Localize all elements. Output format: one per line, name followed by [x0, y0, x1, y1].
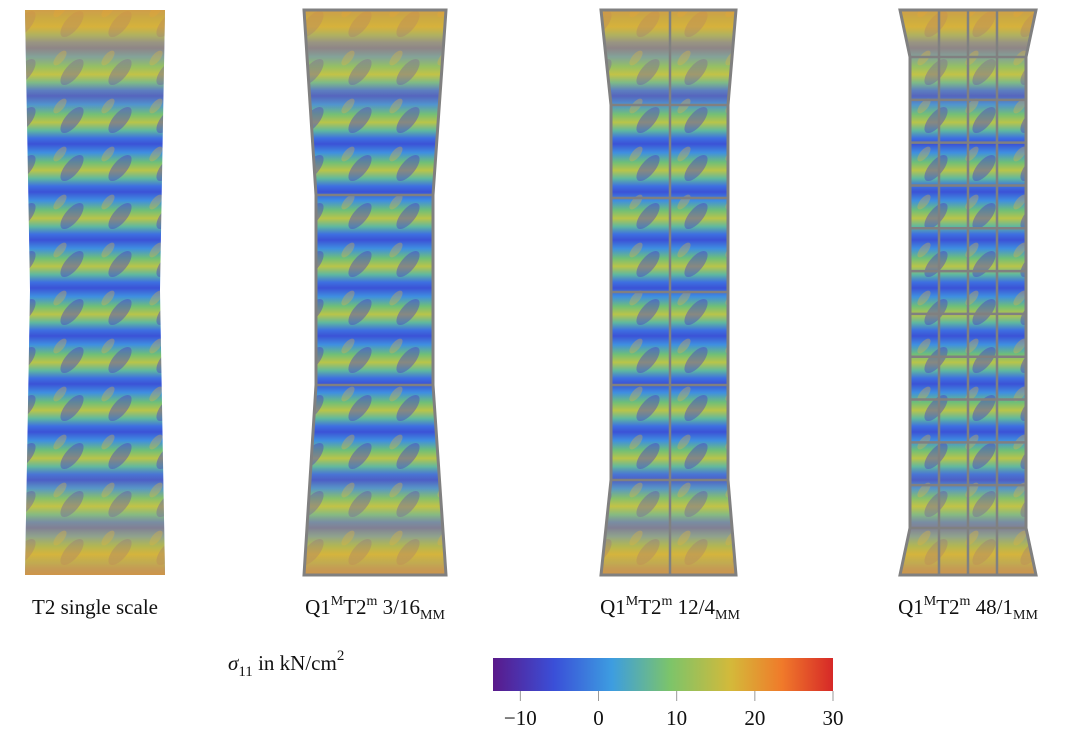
caption: Q1MT2m 3/16MM: [305, 594, 445, 623]
caption-sup: M: [331, 594, 344, 609]
caption-part: 3/16: [377, 595, 420, 619]
colorbar: [493, 658, 833, 691]
caption-part: 12/4: [672, 595, 715, 619]
panel-1: [25, 10, 165, 575]
caption-sub: MM: [420, 608, 445, 623]
panel-2: [302, 8, 448, 577]
label-part: σ: [228, 651, 240, 675]
caption-sup: m: [960, 594, 971, 609]
label-sup: 2: [337, 648, 345, 664]
caption-part: T2: [638, 595, 661, 619]
caption-sub: MM: [1013, 608, 1038, 623]
caption: Q1MT2m 12/4MM: [600, 594, 740, 623]
panel-3: [599, 8, 738, 577]
tick-label: 0: [593, 706, 604, 730]
caption-part: Q1: [600, 595, 626, 619]
tick-label: 20: [744, 706, 765, 730]
label-part: in kN/cm: [253, 651, 337, 675]
label-sub: 11: [238, 664, 252, 680]
caption-sup: m: [367, 594, 378, 609]
caption-part: Q1: [305, 595, 331, 619]
caption: Q1MT2m 48/1MM: [898, 594, 1038, 623]
caption: T2 single scale: [32, 595, 158, 619]
tick-label: 30: [823, 706, 844, 730]
caption-part: 48/1: [970, 595, 1013, 619]
caption-sup: M: [924, 594, 937, 609]
panel-4: [898, 8, 1038, 577]
caption-part: Q1: [898, 595, 924, 619]
caption-sup: M: [626, 594, 639, 609]
captions: T2 single scale Q1MT2m 3/16MM Q1MT2m 12/…: [32, 594, 1038, 623]
tick-label: 10: [666, 706, 687, 730]
colorbar-ticks: −10 0 10 20 30: [504, 691, 844, 730]
caption-part: T2: [936, 595, 959, 619]
tick-label: −10: [504, 706, 537, 730]
caption-sub: MM: [715, 608, 740, 623]
caption-sup: m: [662, 594, 673, 609]
colorbar-label: σ11 in kN/cm2: [228, 648, 344, 680]
caption-part: T2: [343, 595, 366, 619]
